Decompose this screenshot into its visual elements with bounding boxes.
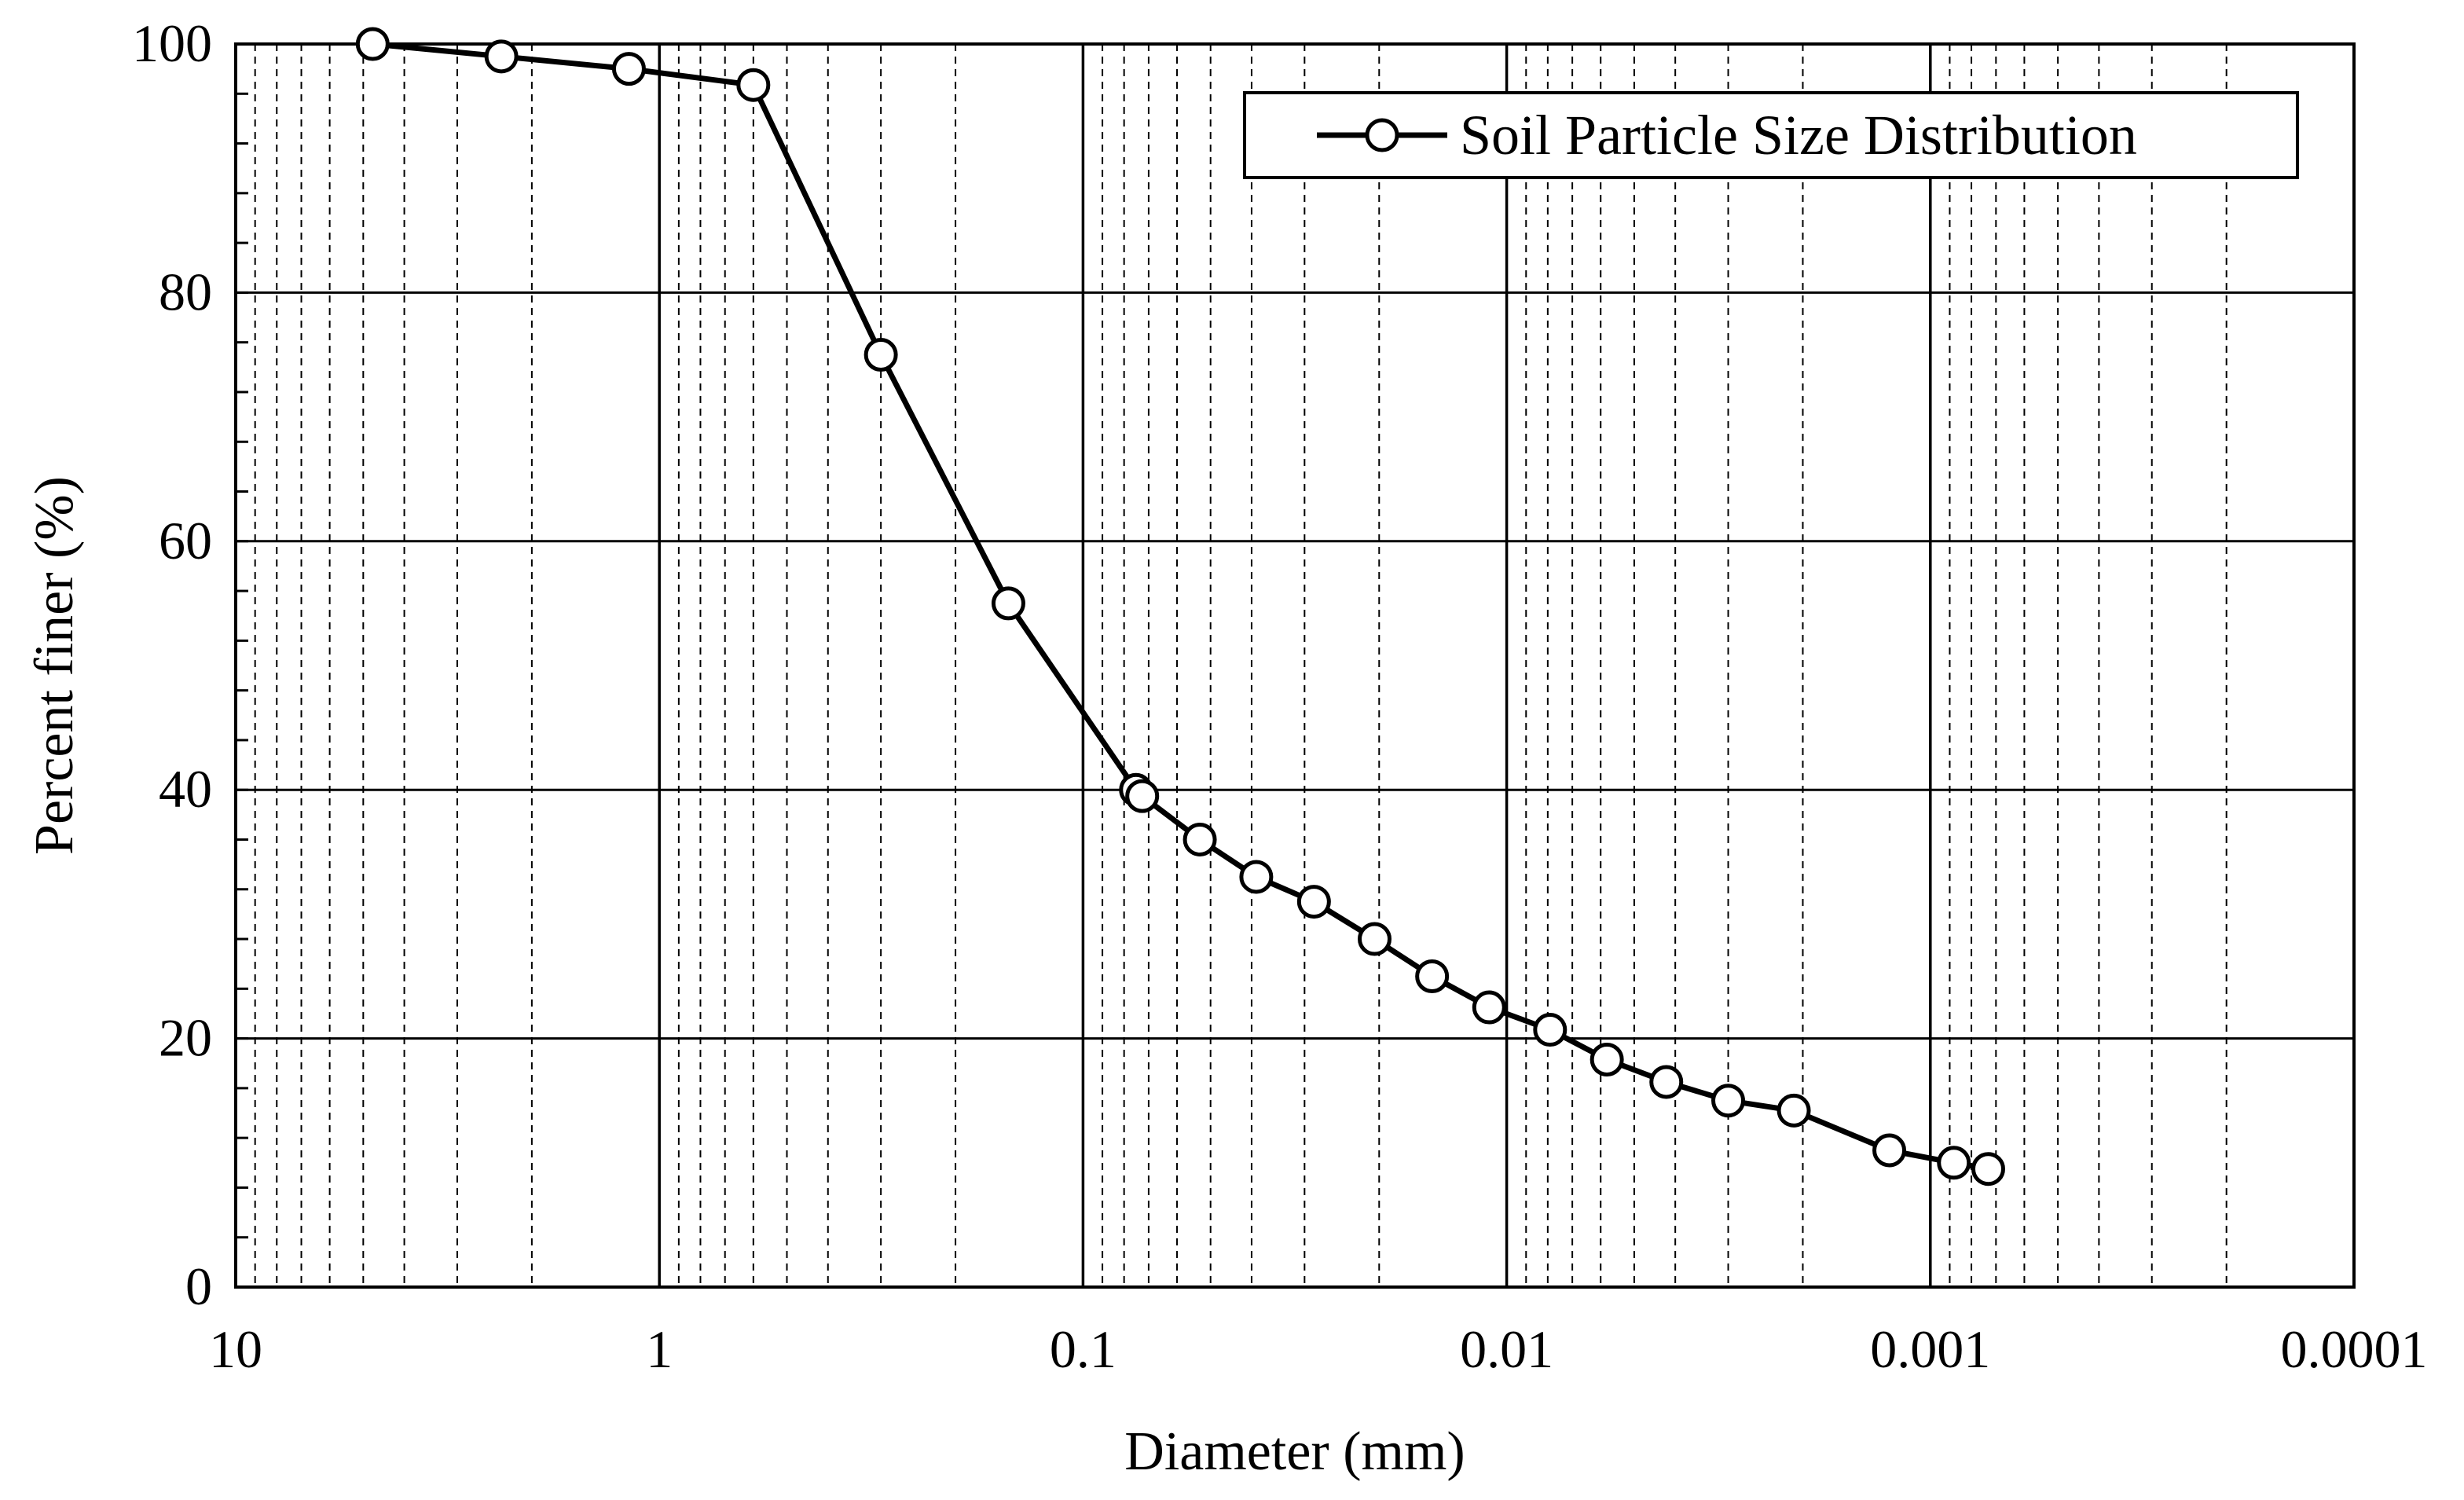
data-layer (355, 27, 2005, 1186)
y-tick-label: 80 (159, 262, 212, 321)
data-point (1239, 860, 1274, 894)
x-tick-label: 0.01 (1460, 1319, 1553, 1379)
data-point (1125, 779, 1160, 813)
data-point (355, 27, 390, 61)
data-point (1415, 959, 1450, 993)
x-tick-label: 0.1 (1050, 1319, 1116, 1379)
axis-layer: 0 20 40 60 80 100 10 1 0.1 0.01 0.001 0.0001 (132, 13, 2428, 1379)
data-point (736, 68, 771, 102)
x-tick-label: 0.0001 (2281, 1319, 2428, 1379)
data-point (1182, 822, 1217, 856)
data-point (1472, 990, 1506, 1025)
y-tick-label: 60 (159, 511, 212, 570)
y-tick-label: 20 (159, 1008, 212, 1068)
data-point (1296, 885, 1331, 919)
data-point (484, 39, 519, 74)
data-point (1649, 1065, 1684, 1099)
grid-layer (234, 42, 2356, 1289)
data-point (1971, 1152, 2005, 1186)
data-point (864, 338, 898, 372)
y-tick-label: 100 (132, 13, 212, 73)
y-tick-label: 0 (185, 1256, 212, 1316)
legend-label: Soil Particle Size Distribution (1460, 104, 2137, 167)
x-tick-label: 1 (646, 1319, 673, 1379)
legend-marker (1365, 118, 1399, 152)
data-point (1533, 1013, 1568, 1047)
data-point (1711, 1084, 1746, 1118)
data-point (1776, 1093, 1811, 1128)
data-point (611, 52, 646, 86)
legend: Soil Particle Size Distribution (1243, 91, 2299, 179)
y-tick-label: 40 (159, 759, 212, 819)
data-point (1358, 922, 1392, 956)
data-point (991, 586, 1025, 621)
series-line (372, 41, 1989, 1172)
y-axis-title: Percent finer (%) (24, 476, 85, 855)
plot-frame (234, 42, 2356, 1289)
data-point (1937, 1146, 1971, 1180)
x-tick-label: 10 (209, 1319, 262, 1379)
x-tick-label: 0.001 (1870, 1319, 1990, 1379)
x-axis-title: Diameter (mm) (1124, 1421, 1465, 1482)
data-point (1590, 1042, 1624, 1076)
data-point (1872, 1133, 1907, 1168)
legend-box (1243, 91, 2299, 179)
